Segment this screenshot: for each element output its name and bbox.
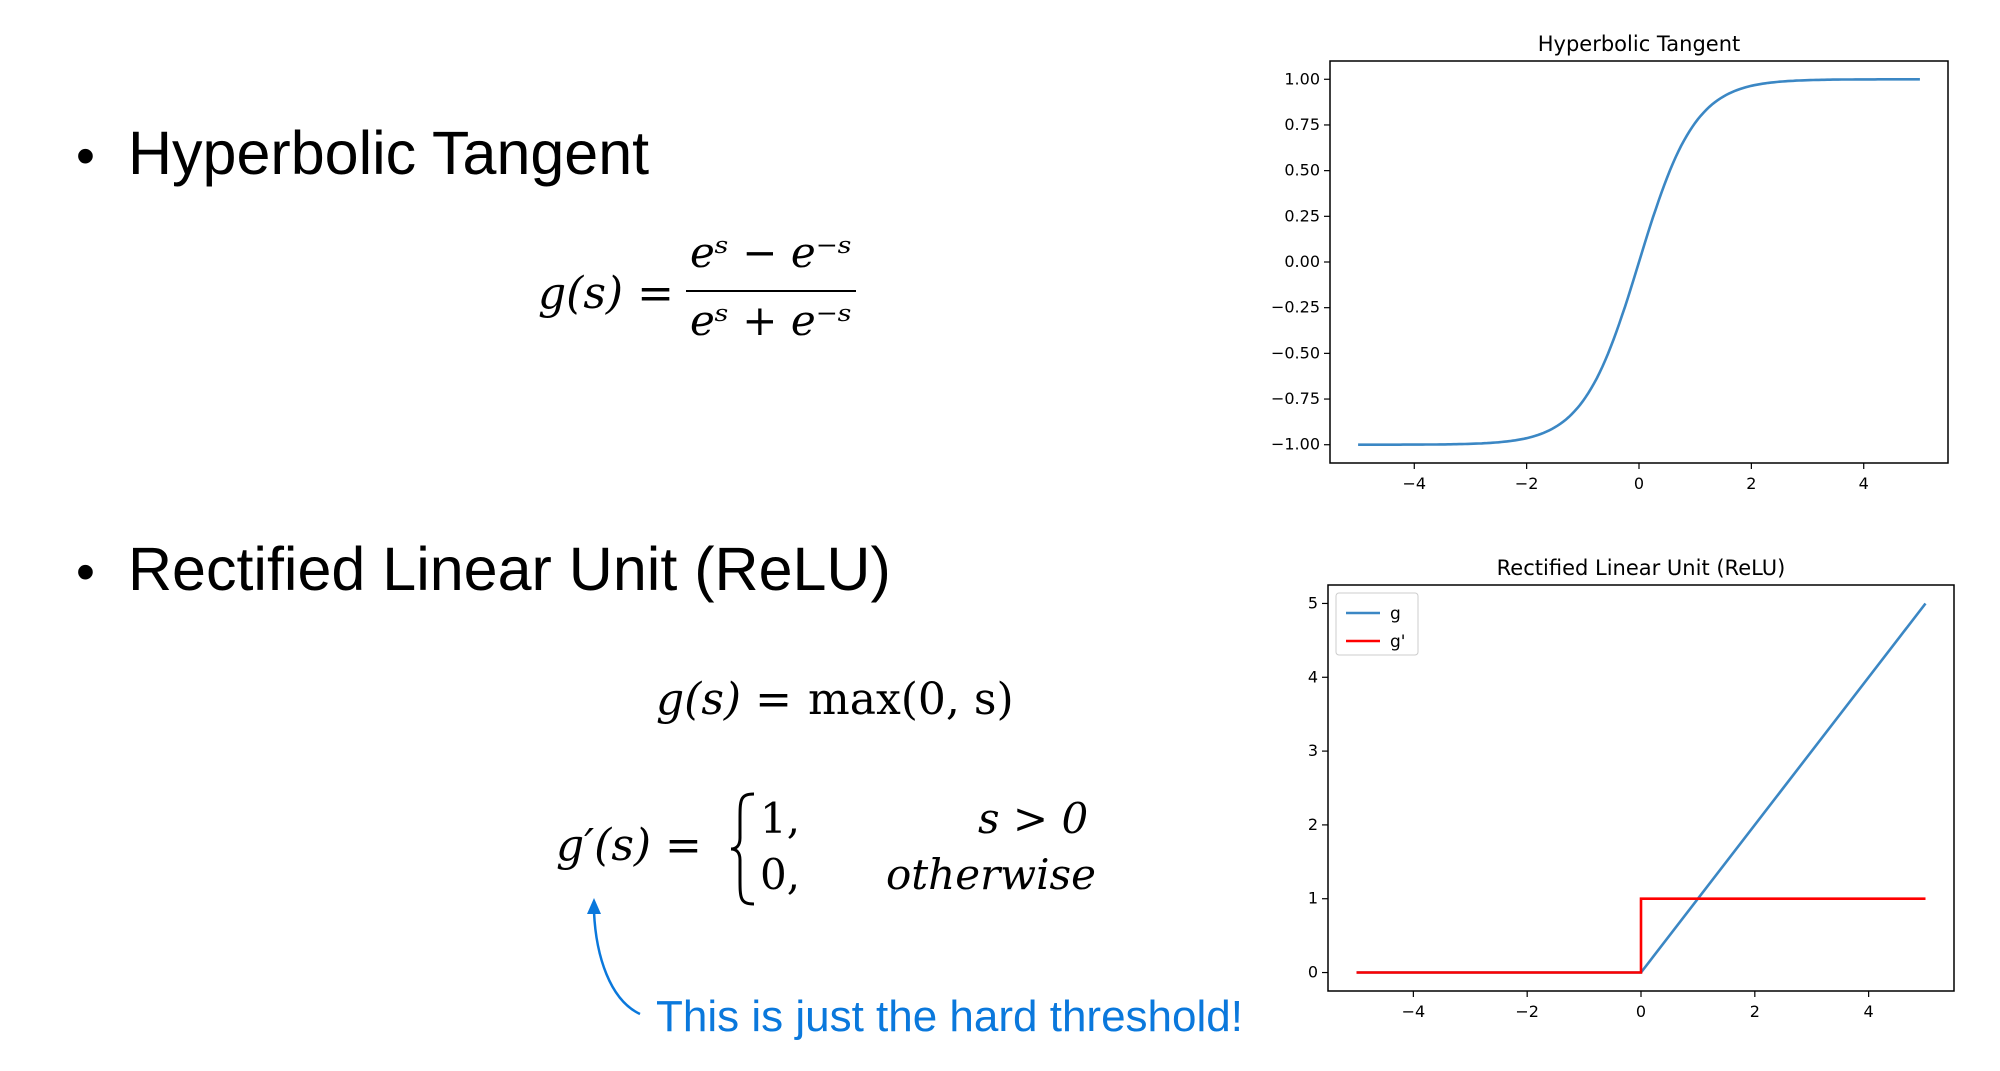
y-tick-label: −0.25 — [1271, 298, 1320, 317]
legend-label: g' — [1390, 632, 1405, 652]
y-tick-label: 4 — [1308, 667, 1318, 686]
y-tick-label: 0.00 — [1284, 252, 1320, 271]
derivative-formula-lhs: g′(s) = — [556, 820, 702, 871]
series-line-tanh — [1358, 77, 1920, 447]
bullet-dot: • — [76, 542, 95, 602]
case2-value: 0, — [760, 850, 801, 899]
bullet-relu: • Rectified Linear Unit (ReLU) — [76, 534, 891, 604]
legend-label: g — [1390, 604, 1401, 624]
x-tick-label: −4 — [1402, 474, 1426, 493]
tanh-formula-numerator: eˢ − e⁻ˢ — [689, 228, 853, 277]
annotation-text: This is just the hard threshold! — [656, 992, 1243, 1041]
bullet-tanh: • Hyperbolic Tangent — [76, 118, 649, 188]
tanh-formula-denominator: eˢ + e⁻ˢ — [689, 296, 853, 345]
y-tick-label: 2 — [1308, 815, 1318, 834]
x-tick-label: −2 — [1515, 1002, 1539, 1021]
x-tick-label: 2 — [1750, 1002, 1760, 1021]
x-tick-label: −4 — [1402, 1002, 1426, 1021]
y-tick-label: −0.75 — [1271, 389, 1320, 408]
x-tick-label: 0 — [1636, 1002, 1646, 1021]
y-tick-label: 5 — [1308, 593, 1318, 612]
relu-formula-lhs: g(s) = — [656, 674, 792, 725]
y-tick-label: 1.00 — [1284, 69, 1320, 88]
x-tick-label: 4 — [1864, 1002, 1874, 1021]
legend-box — [1335, 592, 1419, 656]
case2-condition: otherwise — [886, 850, 1096, 899]
bullet-label: Hyperbolic Tangent — [128, 119, 650, 187]
bullet-dot: • — [76, 126, 95, 186]
case1-condition: s > 0 — [978, 794, 1089, 843]
x-tick-label: 4 — [1859, 474, 1869, 493]
arrowhead-icon — [587, 898, 601, 914]
y-tick-label: −0.50 — [1271, 343, 1320, 362]
y-tick-label: 1 — [1308, 889, 1318, 908]
y-tick-label: 0.50 — [1284, 161, 1320, 180]
chart-title: Rectified Linear Unit (ReLU) — [1497, 556, 1786, 580]
chart-tanh: Hyperbolic Tangent −4 −2 0 2 4 1.00 0.75 0.50 0.2… — [1271, 32, 1949, 493]
annotation-arrow — [587, 898, 641, 1016]
x-tick-label: −2 — [1515, 474, 1539, 493]
x-tick-label: 2 — [1746, 474, 1756, 493]
y-tick-label: −1.00 — [1271, 435, 1320, 454]
y-tick-label: 0.25 — [1284, 206, 1320, 225]
bullet-label: Rectified Linear Unit (ReLU) — [128, 535, 891, 603]
tanh-fraction-bar — [686, 290, 856, 292]
series-line-g' — [1356, 897, 1926, 974]
piecewise-brace — [730, 792, 755, 906]
y-tick-label: 3 — [1308, 741, 1318, 760]
tanh-formula-lhs: g(s) = — [538, 268, 674, 319]
relu-formula-rhs: max(0, s) — [808, 674, 1014, 725]
chart-relu: Rectified Linear Unit (ReLU) −4 −2 0 2 4 0 1 2 3 4… — [1308, 556, 1955, 1021]
x-tick-label: 0 — [1634, 474, 1644, 493]
y-tick-label: 0 — [1308, 963, 1318, 982]
y-tick-label: 0.75 — [1284, 115, 1320, 134]
case1-value: 1, — [760, 794, 801, 843]
chart-title: Hyperbolic Tangent — [1538, 32, 1741, 56]
